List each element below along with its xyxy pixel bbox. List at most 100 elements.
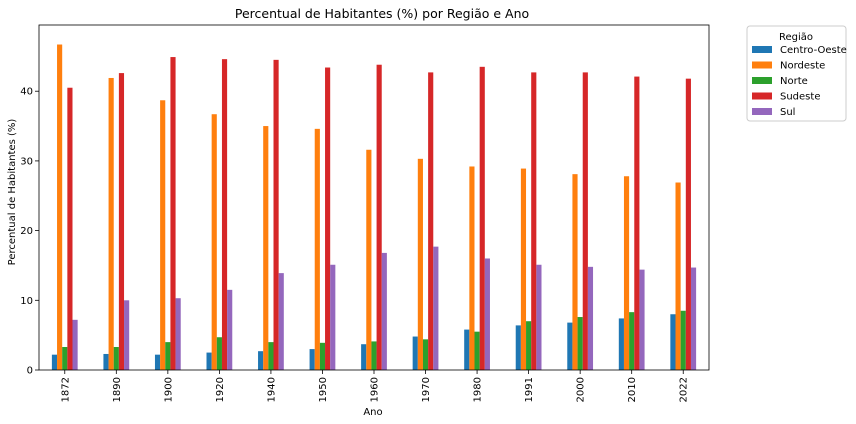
x-axis-label: Ano xyxy=(363,407,382,418)
legend-swatch xyxy=(752,92,772,100)
y-tick-label: 10 xyxy=(20,296,33,307)
bar-sudeste-2010 xyxy=(634,76,640,371)
bar-norte-1920 xyxy=(216,337,222,370)
bar-centro-oeste-1890 xyxy=(103,353,109,370)
x-tick-label: 1991 xyxy=(524,377,535,402)
x-tick-label: 2000 xyxy=(576,377,587,402)
bar-sul-1970 xyxy=(433,246,439,370)
bar-sul-1991 xyxy=(536,264,542,370)
x-tick-label: 1940 xyxy=(266,377,277,402)
legend-items: Centro-Oeste Nordeste Norte Sudeste Sul xyxy=(752,45,847,118)
bar-sul-2022 xyxy=(690,267,697,370)
bar-nordeste-1940 xyxy=(263,126,269,370)
x-tick-label: 1890 xyxy=(112,377,123,402)
bar-nordeste-1920 xyxy=(211,114,217,370)
bar-norte-1970 xyxy=(422,339,429,370)
legend-label: Norte xyxy=(780,76,808,87)
bar-sudeste-1991 xyxy=(531,72,537,371)
bar-centro-oeste-1940 xyxy=(258,351,264,370)
bar-sudeste-1940 xyxy=(273,59,279,371)
bar-nordeste-1980 xyxy=(469,166,475,370)
bar-sudeste-2022 xyxy=(685,78,691,371)
y-tick-label: 20 xyxy=(20,226,33,237)
legend-swatch xyxy=(752,77,772,84)
bar-norte-1950 xyxy=(319,342,326,370)
legend-label: Nordeste xyxy=(780,61,825,72)
x-tick-label: 2010 xyxy=(627,377,638,402)
bar-sudeste-1980 xyxy=(479,66,485,371)
bar-sul-2010 xyxy=(639,269,645,370)
legend-swatch xyxy=(752,108,772,115)
bar-centro-oeste-2010 xyxy=(618,318,624,370)
bar-centro-oeste-2000 xyxy=(567,322,573,370)
bar-sul-2000 xyxy=(587,266,594,370)
plot-frame xyxy=(38,24,710,371)
bar-nordeste-1900 xyxy=(160,100,166,370)
bar-nordeste-2000 xyxy=(572,174,578,370)
x-tick-label: 1950 xyxy=(318,377,329,402)
x-tick-label: 1970 xyxy=(421,377,432,402)
x-tick-label: 1960 xyxy=(370,377,381,402)
bars-group xyxy=(51,44,697,371)
y-tick-label: 40 xyxy=(20,87,33,98)
bar-sul-1920 xyxy=(227,289,233,370)
bar-nordeste-2010 xyxy=(623,176,630,370)
bar-centro-oeste-1920 xyxy=(206,352,212,370)
bar-sul-1900 xyxy=(175,298,181,370)
legend: Região Centro-Oeste Nordeste Norte Sudeste S… xyxy=(746,25,847,122)
bar-centro-oeste-1960 xyxy=(361,344,367,370)
bar-sudeste-1950 xyxy=(325,67,331,371)
bar-nordeste-1890 xyxy=(108,77,114,370)
bar-nordeste-1991 xyxy=(520,168,527,370)
bar-sudeste-2000 xyxy=(582,72,588,371)
bar-norte-1960 xyxy=(371,341,377,370)
bar-norte-1940 xyxy=(268,342,274,370)
plot-area: 0 10 20 30 40 1872 1890 1900 1920 1940 1950 1960 19… xyxy=(20,24,710,402)
bar-centro-oeste-2022 xyxy=(670,314,676,370)
legend-swatch xyxy=(752,46,772,53)
bar-sudeste-1890 xyxy=(118,73,125,370)
bar-centro-oeste-1991 xyxy=(515,325,521,370)
x-tick-label: 1980 xyxy=(473,377,484,402)
bar-centro-oeste-1950 xyxy=(309,349,315,370)
bar-nordeste-1960 xyxy=(366,149,372,370)
legend-label: Sudeste xyxy=(780,92,820,103)
bar-centro-oeste-1980 xyxy=(464,329,470,370)
y-axis: 0 10 20 30 40 xyxy=(20,87,39,377)
bar-sudeste-1900 xyxy=(170,57,176,370)
y-tick-label: 0 xyxy=(27,366,33,377)
chart-title: Percentual de Habitantes (%) por Região … xyxy=(235,6,529,21)
bar-norte-2010 xyxy=(629,312,635,370)
legend-swatch xyxy=(752,61,772,69)
bar-norte-2022 xyxy=(680,310,686,370)
x-tick-label: 1900 xyxy=(163,377,174,402)
bar-norte-1900 xyxy=(165,342,171,370)
bar-sudeste-1960 xyxy=(376,64,382,371)
bar-centro-oeste-1872 xyxy=(51,354,58,370)
y-axis-label: Percentual de Habitantes (%) xyxy=(7,119,18,266)
bar-sudeste-1920 xyxy=(221,59,228,370)
bar-nordeste-1872 xyxy=(57,44,63,371)
x-axis: 1872 1890 1900 1920 1940 1950 1960 1970 1980 1991… xyxy=(60,370,690,402)
bar-sul-1960 xyxy=(381,252,387,370)
bar-norte-1890 xyxy=(113,347,119,370)
bar-centro-oeste-1900 xyxy=(154,354,161,370)
bar-sudeste-1970 xyxy=(428,72,434,371)
y-tick-label: 30 xyxy=(20,156,33,167)
legend-title: Região xyxy=(779,32,813,43)
legend-label: Centro-Oeste xyxy=(780,45,847,56)
x-tick-label: 1920 xyxy=(215,377,226,402)
legend-label: Sul xyxy=(780,107,795,118)
bar-sul-1890 xyxy=(124,300,130,370)
x-tick-label: 2022 xyxy=(679,377,690,402)
bar-norte-2000 xyxy=(577,317,583,370)
bar-nordeste-1970 xyxy=(417,158,423,370)
bar-sudeste-1872 xyxy=(67,87,73,371)
bar-sul-1940 xyxy=(278,273,284,370)
bar-sul-1950 xyxy=(330,264,336,370)
bar-sul-1872 xyxy=(72,319,78,370)
bar-norte-1980 xyxy=(474,331,480,370)
bar-norte-1872 xyxy=(62,347,68,370)
x-tick-label: 1872 xyxy=(60,377,71,402)
